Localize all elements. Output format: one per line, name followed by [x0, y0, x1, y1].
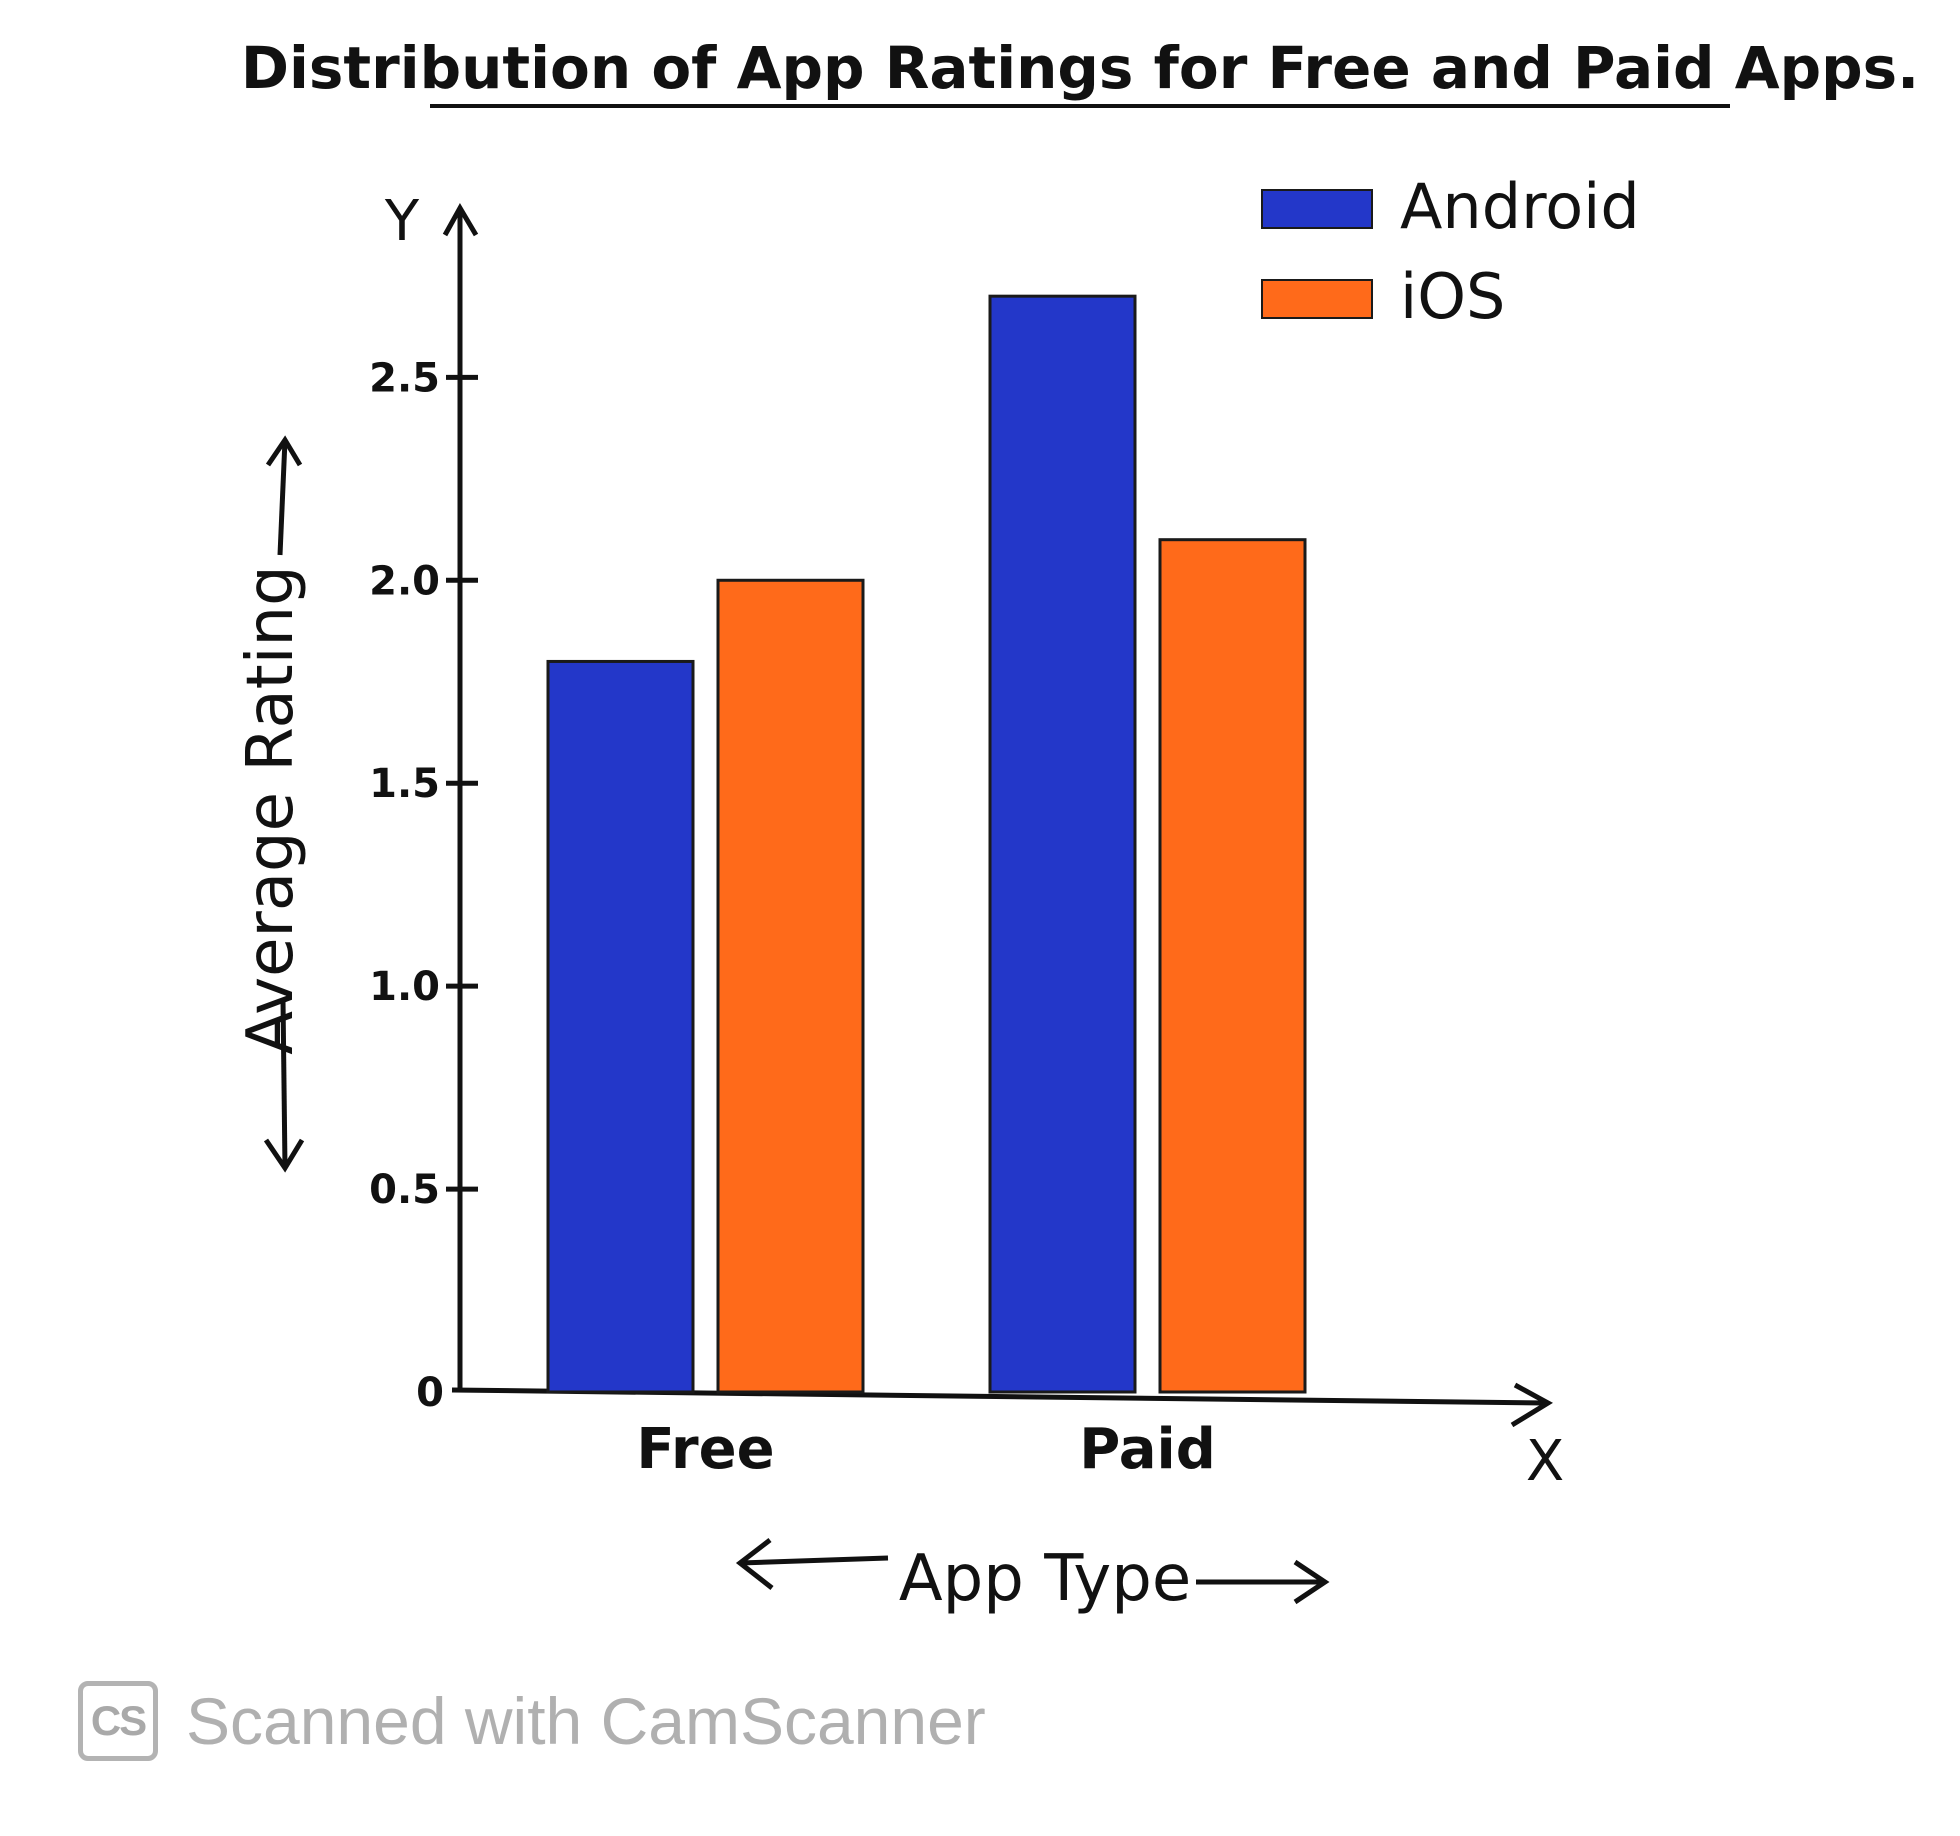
y-tick-label: 0	[416, 1370, 444, 1416]
camscanner-watermark: CS Scanned with CamScanner	[78, 1676, 986, 1766]
legend-label-android: Android	[1400, 170, 1640, 243]
x-axis-arrowhead	[1510, 1382, 1553, 1428]
y-tick-label: 2.5	[369, 355, 440, 401]
bar-ios-paid	[1158, 538, 1307, 1394]
category-labels: Free Paid	[636, 1417, 1215, 1482]
y-label-arrow-up	[265, 435, 303, 556]
y-tick-label: 2.0	[369, 558, 440, 604]
watermark-text: Scanned with CamScanner	[186, 1684, 986, 1758]
bar-ios-free	[716, 578, 865, 1394]
x-axis-letter: X	[1526, 1429, 1564, 1494]
x-axis-label: App Type	[899, 1542, 1191, 1616]
y-axis-label: Average Rating	[234, 565, 308, 1055]
x-label-arrow-left	[735, 1538, 889, 1590]
bar-chart: Distribution of App Ratings for Free and…	[234, 34, 1919, 1616]
legend-swatch-ios	[1261, 279, 1373, 319]
legend-swatch-android	[1261, 189, 1373, 229]
chart-title: Distribution of App Ratings for Free and…	[241, 34, 1919, 102]
y-axis-arrowhead	[442, 202, 479, 237]
y-tick-label: 1.5	[369, 761, 440, 807]
bar-android-paid	[988, 294, 1137, 1394]
y-tick-label: 1.0	[369, 964, 440, 1010]
x-label-arrow-right	[1196, 1559, 1330, 1605]
bars	[546, 294, 1307, 1394]
camscanner-logo-icon: CS	[78, 1681, 158, 1761]
category-label-paid: Paid	[1079, 1417, 1216, 1482]
bar-android-free	[546, 659, 695, 1394]
legend: Android iOS	[1261, 170, 1640, 333]
y-ticks: 0 0.5 1.0 1.5 2.0 2.5	[369, 355, 478, 1416]
legend-label-ios: iOS	[1400, 260, 1505, 333]
y-label-arrow-down	[263, 999, 305, 1173]
y-tick-label: 0.5	[369, 1167, 440, 1213]
category-label-free: Free	[636, 1417, 774, 1482]
y-axis-letter: Y	[384, 189, 420, 254]
